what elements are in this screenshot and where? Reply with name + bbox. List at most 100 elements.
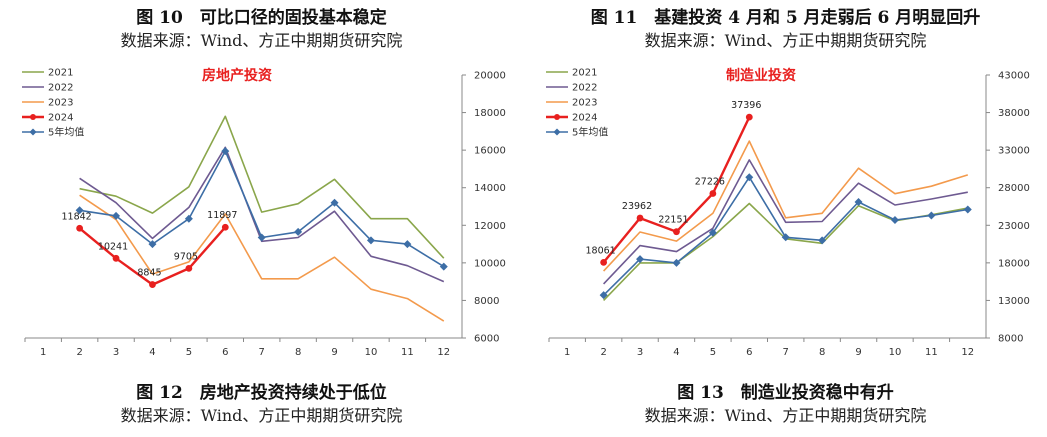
y-tick-label: 10000 (474, 258, 506, 269)
data-point (148, 240, 157, 249)
chart-title: 制造业投资 (726, 67, 796, 84)
data-label: 11842 (62, 211, 92, 222)
data-label: 27226 (695, 177, 725, 188)
legend-label: 5年均值 (572, 126, 608, 139)
data-point (185, 264, 193, 272)
x-tick-label: 5 (186, 347, 192, 358)
x-tick-label: 9 (855, 347, 861, 358)
legend-label: 2022 (48, 83, 73, 94)
legend-marker (29, 128, 37, 136)
data-point (636, 255, 645, 264)
x-tick-label: 6 (746, 347, 752, 358)
data-label: 9705 (174, 251, 198, 262)
y-tick-label: 20000 (474, 71, 506, 82)
data-point (330, 198, 339, 207)
data-point (112, 211, 121, 220)
legend-label: 5年均值 (48, 126, 84, 139)
data-label: 8845 (137, 268, 161, 279)
y-tick-label: 13000 (998, 296, 1030, 307)
x-tick-label: 2 (600, 347, 606, 358)
data-label: 10241 (98, 241, 128, 252)
data-point (781, 233, 790, 242)
figure-source-top: 数据来源：Wind、方正中期期货研究院 (120, 31, 403, 50)
series-line-2022 (603, 159, 968, 285)
data-point (149, 281, 156, 288)
x-tick-label: 1 (40, 347, 46, 358)
y-tick-label: 18000 (998, 258, 1030, 269)
x-tick-label: 3 (637, 347, 643, 358)
figure-source-top: 数据来源：Wind、方正中期期货研究院 (644, 31, 927, 50)
y-tick-label: 23000 (998, 221, 1030, 232)
x-tick-label: 5 (710, 347, 716, 358)
data-point (221, 147, 230, 156)
legend-label: 2024 (48, 113, 73, 124)
data-point (818, 236, 827, 245)
legend-label: 2022 (572, 83, 597, 94)
data-label: 18061 (586, 245, 616, 256)
y-tick-label: 8000 (474, 296, 499, 307)
x-tick-label: 6 (222, 347, 228, 358)
data-point (709, 190, 717, 197)
data-point (708, 228, 717, 237)
y-tick-label: 33000 (998, 146, 1030, 157)
data-point (927, 211, 936, 220)
data-point (600, 258, 608, 266)
right-panel: 图 11 基建投资 4 月和 5 月走弱后 6 月明显回升 数据来源：Wind、… (524, 0, 1047, 437)
series-line-2023 (79, 194, 445, 322)
data-point (636, 214, 644, 222)
data-point (294, 227, 303, 236)
legend-label: 2021 (572, 68, 597, 79)
x-tick-label: 12 (437, 347, 450, 358)
data-point (963, 205, 972, 214)
legend-marker (554, 114, 560, 120)
data-point (112, 254, 120, 262)
data-point (75, 206, 84, 215)
data-point (890, 216, 899, 225)
data-point (257, 233, 266, 242)
data-label: 11897 (207, 210, 237, 221)
chart-title: 房地产投资 (202, 67, 272, 84)
y-tick-label: 38000 (998, 108, 1030, 119)
y-tick-label: 18000 (474, 108, 506, 119)
legend-marker (30, 114, 36, 120)
x-tick-label: 10 (889, 347, 902, 358)
x-tick-label: 2 (76, 347, 82, 358)
x-tick-label: 11 (925, 347, 938, 358)
y-tick-label: 43000 (998, 71, 1030, 82)
data-point (745, 173, 754, 182)
x-tick-label: 9 (331, 347, 337, 358)
series-line-5年均值 (79, 150, 445, 268)
y-tick-label: 14000 (474, 183, 506, 194)
data-point (366, 236, 375, 245)
data-point (672, 258, 681, 267)
x-tick-label: 8 (295, 347, 301, 358)
x-tick-label: 11 (401, 347, 414, 358)
x-tick-label: 12 (961, 347, 974, 358)
legend-label: 2021 (48, 68, 73, 79)
left-panel: 图 10 可比口径的固投基本稳定 数据来源：Wind、方正中期期货研究院 600… (0, 0, 523, 437)
y-tick-label: 6000 (474, 334, 499, 345)
legend-label: 2023 (48, 98, 73, 109)
x-tick-label: 10 (365, 347, 378, 358)
x-tick-label: 8 (819, 347, 825, 358)
y-tick-label: 12000 (474, 221, 506, 232)
data-point (76, 224, 84, 232)
series-line-2023 (603, 140, 969, 272)
data-point (745, 113, 753, 121)
data-point (403, 240, 412, 249)
series-line-2021 (79, 115, 445, 259)
x-tick-label: 7 (783, 347, 789, 358)
legend-label: 2023 (572, 98, 597, 109)
data-point (184, 214, 193, 223)
y-tick-label: 28000 (998, 183, 1030, 194)
series-line-2022 (79, 146, 445, 283)
data-point (599, 291, 608, 300)
data-label: 22151 (658, 215, 688, 226)
x-tick-label: 1 (564, 347, 570, 358)
figure-title-top: 图 10 可比口径的固投基本稳定 (136, 8, 387, 28)
y-tick-label: 8000 (998, 334, 1023, 345)
figure-title-top: 图 11 基建投资 4 月和 5 月走弱后 6 月明显回升 (590, 8, 981, 28)
data-label: 37396 (731, 100, 761, 111)
data-label: 23962 (622, 201, 652, 212)
